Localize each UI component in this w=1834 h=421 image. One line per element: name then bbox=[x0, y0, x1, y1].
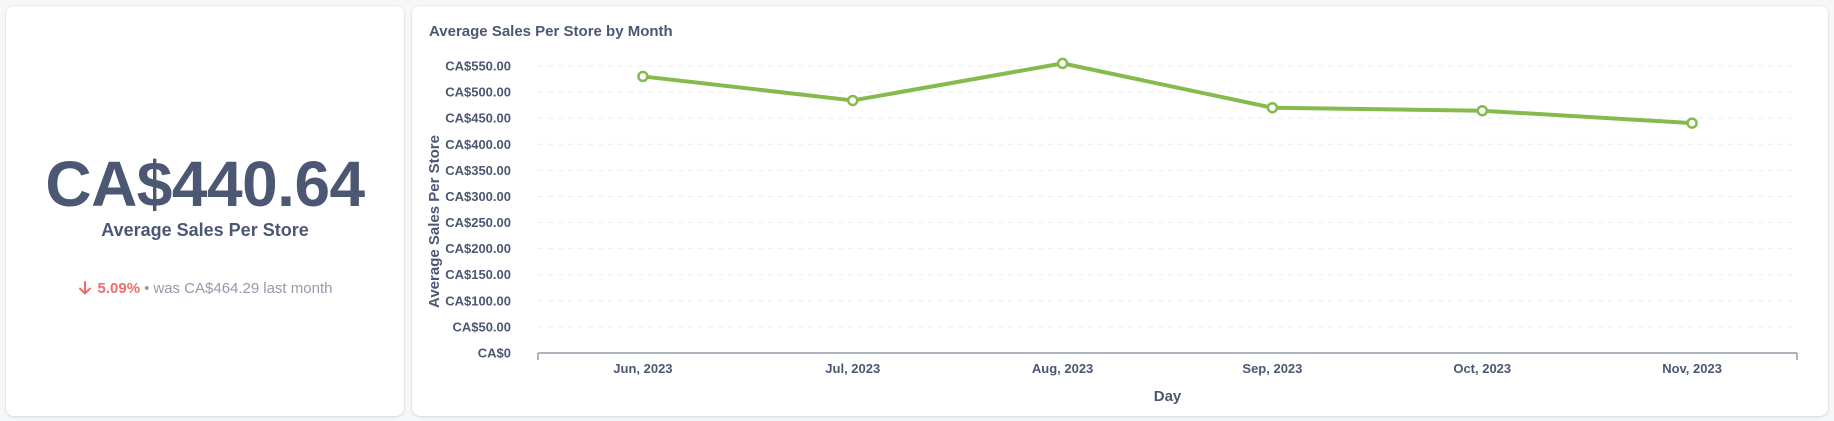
x-axis bbox=[537, 352, 1798, 360]
grid-lines bbox=[538, 65, 1797, 328]
x-tick-label: Oct, 2023 bbox=[1453, 361, 1511, 376]
data-point[interactable] bbox=[1476, 104, 1488, 117]
y-axis-ticks: CA$0 CA$50.00 CA$100.00 CA$150.00 CA$200.00 C… bbox=[445, 59, 511, 361]
x-tick-label: Nov, 2023 bbox=[1662, 361, 1722, 376]
y-tick-label: CA$400.00 bbox=[445, 137, 511, 152]
line-chart: CA$0 CA$50.00 CA$100.00 CA$150.00 CA$200.00 C… bbox=[426, 57, 1798, 405]
chart-card[interactable]: Average Sales Per Store by Month CA$0 CA$… bbox=[412, 6, 1828, 416]
comparison-row: 5.09% • was CA$464.29 last month bbox=[6, 280, 404, 297]
chart-title[interactable]: Average Sales Per Store by Month bbox=[429, 23, 673, 40]
comparison-period: last month bbox=[263, 280, 333, 297]
change-percent: 5.09% bbox=[97, 280, 141, 297]
x-tick-label: Jul, 2023 bbox=[825, 361, 880, 376]
data-point[interactable] bbox=[1056, 57, 1069, 70]
y-tick-label: CA$200.00 bbox=[445, 241, 511, 256]
y-tick-label: CA$550.00 bbox=[445, 59, 511, 74]
y-tick-label: CA$500.00 bbox=[445, 85, 511, 100]
series-layer bbox=[637, 57, 1698, 129]
y-tick-label: CA$250.00 bbox=[445, 215, 511, 230]
arrow-down-icon bbox=[78, 281, 91, 295]
x-axis-label: Day bbox=[1154, 388, 1182, 405]
x-axis-ticks: Jun, 2023 Jul, 2023 Aug, 2023 Sep, 2023 Oct,… bbox=[613, 361, 1722, 376]
y-tick-label: CA$300.00 bbox=[445, 189, 511, 204]
x-tick-label: Jun, 2023 bbox=[613, 361, 672, 376]
y-tick-label: CA$450.00 bbox=[445, 111, 511, 126]
previous-value: was CA$464.29 bbox=[153, 280, 260, 297]
y-tick-label: CA$100.00 bbox=[445, 293, 511, 308]
scalar-value: CA$440.64 bbox=[45, 148, 365, 220]
separator-dot: • bbox=[144, 280, 150, 297]
y-tick-label: CA$50.00 bbox=[452, 319, 511, 334]
y-tick-label: CA$0 bbox=[478, 346, 511, 361]
x-tick-label: Aug, 2023 bbox=[1032, 361, 1093, 376]
y-axis-label: Average Sales Per Store bbox=[426, 135, 443, 308]
y-tick-label: CA$150.00 bbox=[445, 267, 511, 282]
y-tick-label: CA$350.00 bbox=[445, 163, 511, 178]
x-tick-label: Sep, 2023 bbox=[1242, 361, 1302, 376]
scalar-label: Average Sales Per Store bbox=[101, 220, 309, 240]
data-point[interactable] bbox=[1686, 117, 1698, 129]
data-point[interactable] bbox=[847, 94, 859, 107]
data-point[interactable] bbox=[1266, 101, 1279, 114]
data-point[interactable] bbox=[637, 70, 649, 83]
scalar-card[interactable]: CA$440.64 Average Sales Per Store 5.09% •… bbox=[6, 6, 404, 416]
series-line bbox=[640, 61, 1695, 126]
